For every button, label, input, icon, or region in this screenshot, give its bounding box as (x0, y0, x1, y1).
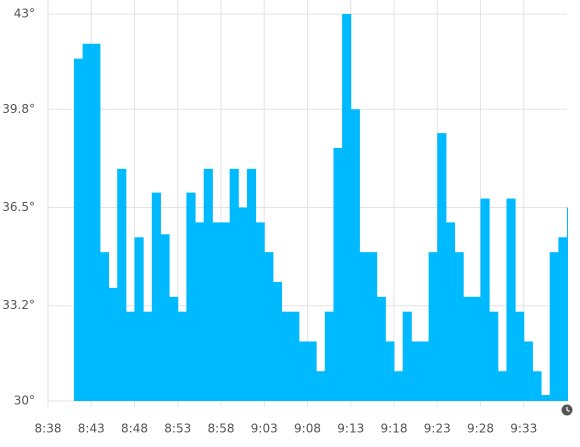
area-step (411, 341, 421, 401)
area-step (558, 237, 567, 401)
area-step (307, 341, 317, 401)
x-tick-label: 9:18 (381, 422, 408, 436)
area-step (342, 14, 352, 401)
area-step (523, 341, 533, 401)
area-step (99, 252, 110, 401)
area-step (368, 252, 378, 401)
area-step (359, 252, 369, 401)
area-step (333, 147, 343, 401)
area-step (506, 198, 516, 401)
area-step (108, 287, 118, 401)
area-step (480, 198, 490, 401)
area-step (567, 207, 568, 401)
area-step (541, 395, 551, 401)
area-step (151, 192, 161, 401)
x-tick-label: 8:58 (208, 422, 235, 436)
area-step (73, 58, 84, 402)
area-step (177, 311, 187, 401)
y-tick-label: 36.5° (2, 200, 35, 214)
area-step (385, 341, 395, 401)
area-step (246, 168, 257, 401)
area-step (454, 252, 464, 401)
area-step (272, 281, 283, 401)
area-step (324, 311, 334, 401)
area-step (298, 341, 308, 401)
area-step (497, 371, 507, 401)
area-step (264, 252, 274, 401)
y-tick-label: 30° (14, 394, 35, 408)
area-step (186, 192, 196, 401)
area-step (437, 133, 447, 402)
area-step (134, 237, 144, 401)
area-step (195, 222, 205, 401)
area-step (376, 296, 386, 401)
area-step (229, 168, 239, 401)
x-tick-label: 9:08 (294, 422, 321, 436)
area-step (350, 109, 360, 401)
area-step (532, 371, 542, 401)
area-step (125, 311, 135, 401)
area-step (221, 222, 231, 401)
area-step (419, 341, 430, 401)
x-tick-label: 8:53 (164, 422, 191, 436)
area-step (169, 296, 179, 401)
area-step (212, 222, 222, 401)
area-step (402, 311, 412, 401)
area-step (290, 311, 300, 401)
y-tick-label: 33.2° (2, 298, 35, 312)
x-tick-label: 8:38 (35, 422, 62, 436)
area-step (463, 296, 473, 401)
area-step (143, 311, 153, 401)
area-step (515, 311, 525, 401)
area-step (117, 168, 127, 401)
area-step (471, 296, 481, 401)
area-step (160, 234, 170, 401)
x-tick-label: 8:43 (78, 422, 105, 436)
y-tick-label: 39.8° (2, 102, 35, 116)
area-step (203, 168, 213, 401)
area-step (549, 252, 559, 401)
area-step (255, 222, 265, 401)
x-tick-label: 9:13 (337, 422, 364, 436)
area-step (91, 43, 101, 402)
area-step (281, 311, 291, 401)
x-tick-label: 9:28 (467, 422, 494, 436)
area-step (445, 222, 456, 401)
clock-icon (561, 404, 573, 416)
area-step (82, 43, 92, 402)
x-tick-label: 9:03 (251, 422, 278, 436)
area-step (394, 371, 404, 401)
area-step (489, 311, 499, 401)
x-tick-label: 9:23 (424, 422, 451, 436)
area-step (428, 252, 438, 401)
area-step (238, 207, 248, 401)
area-step (316, 371, 326, 401)
x-tick-label: 9:33 (510, 422, 537, 436)
x-tick-label: 8:48 (121, 422, 148, 436)
y-tick-label: 43° (14, 7, 35, 21)
